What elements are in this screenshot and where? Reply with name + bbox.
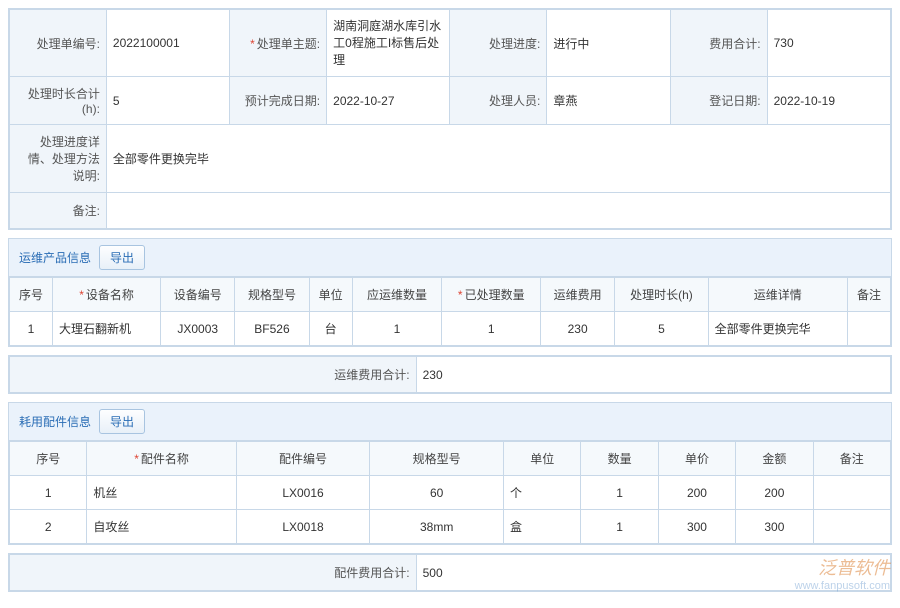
table-cell: 台 bbox=[309, 312, 352, 346]
table-cell: 300 bbox=[736, 510, 813, 544]
lbl-fee-total: 费用合计: bbox=[670, 10, 767, 77]
table-cell: 60 bbox=[370, 476, 504, 510]
table-row[interactable]: 2自攻丝LX001838mm盒1300300 bbox=[10, 510, 891, 544]
table-cell: 200 bbox=[736, 476, 813, 510]
table-cell: 300 bbox=[658, 510, 735, 544]
val-subject: 湖南洞庭湖水库引水工0程施工I标售后处理 bbox=[327, 10, 450, 77]
table-cell: 200 bbox=[658, 476, 735, 510]
table-cell: 自攻丝 bbox=[87, 510, 236, 544]
lbl-subject-text: 处理单主题: bbox=[257, 37, 320, 51]
col-header: 处理时长(h) bbox=[615, 278, 708, 312]
table-cell: 1 bbox=[352, 312, 442, 346]
form-panel: 处理单编号: 2022100001 *处理单主题: 湖南洞庭湖水库引水工0程施工… bbox=[8, 8, 892, 230]
table-cell: 1 bbox=[10, 476, 87, 510]
col-header: 规格型号 bbox=[370, 442, 504, 476]
products-export-button[interactable]: 导出 bbox=[99, 245, 145, 270]
val-reg-date: 2022-10-19 bbox=[767, 77, 890, 125]
val-detail: 全部零件更换完毕 bbox=[106, 125, 890, 193]
parts-export-button[interactable]: 导出 bbox=[99, 409, 145, 434]
lbl-order-no: 处理单编号: bbox=[10, 10, 107, 77]
col-header: 单价 bbox=[658, 442, 735, 476]
products-table: 序号*设备名称设备编号规格型号单位应运维数量*已处理数量运维费用处理时长(h)运… bbox=[9, 277, 891, 346]
col-header: 序号 bbox=[10, 278, 53, 312]
parts-summary-label: 配件费用合计: bbox=[10, 555, 417, 591]
table-cell: 1 bbox=[581, 510, 658, 544]
table-cell: BF526 bbox=[235, 312, 309, 346]
table-cell: 5 bbox=[615, 312, 708, 346]
products-panel: 运维产品信息 导出 序号*设备名称设备编号规格型号单位应运维数量*已处理数量运维… bbox=[8, 238, 892, 347]
val-fee-total: 730 bbox=[767, 10, 890, 77]
table-cell: 1 bbox=[442, 312, 541, 346]
watermark-brand: 泛普软件 bbox=[795, 554, 890, 580]
products-title: 运维产品信息 bbox=[19, 249, 91, 266]
watermark-url: www.fanpusoft.com bbox=[795, 580, 890, 592]
table-cell: 230 bbox=[541, 312, 615, 346]
val-hours: 5 bbox=[106, 77, 229, 125]
col-header: 序号 bbox=[10, 442, 87, 476]
lbl-detail: 处理进度详情、处理方法说明: bbox=[10, 125, 107, 193]
col-header: *已处理数量 bbox=[442, 278, 541, 312]
col-header: 运维详情 bbox=[708, 278, 847, 312]
products-summary-panel: 运维费用合计: 230 bbox=[8, 355, 892, 394]
table-row[interactable]: 1机丝LX001660个1200200 bbox=[10, 476, 891, 510]
watermark: 泛普软件 www.fanpusoft.com bbox=[795, 554, 890, 592]
table-cell: 38mm bbox=[370, 510, 504, 544]
col-header: 备注 bbox=[847, 278, 890, 312]
table-cell: 1 bbox=[10, 312, 53, 346]
col-header: 数量 bbox=[581, 442, 658, 476]
col-header: 应运维数量 bbox=[352, 278, 442, 312]
table-cell: 盒 bbox=[504, 510, 581, 544]
col-header: 运维费用 bbox=[541, 278, 615, 312]
lbl-remark: 备注: bbox=[10, 193, 107, 229]
lbl-handler: 处理人员: bbox=[450, 77, 547, 125]
col-header: *设备名称 bbox=[52, 278, 160, 312]
table-cell: 全部零件更换完华 bbox=[708, 312, 847, 346]
col-header: 单位 bbox=[309, 278, 352, 312]
table-cell bbox=[813, 510, 890, 544]
parts-table: 序号*配件名称配件编号规格型号单位数量单价金额备注 1机丝LX001660个12… bbox=[9, 441, 891, 544]
lbl-hours: 处理时长合计(h): bbox=[10, 77, 107, 125]
table-row[interactable]: 1大理石翻新机JX0003BF526台112305全部零件更换完华 bbox=[10, 312, 891, 346]
products-summary-label: 运维费用合计: bbox=[10, 357, 417, 393]
table-cell: 大理石翻新机 bbox=[52, 312, 160, 346]
val-handler: 章燕 bbox=[547, 77, 670, 125]
table-cell: JX0003 bbox=[161, 312, 235, 346]
val-order-no: 2022100001 bbox=[106, 10, 229, 77]
table-cell: LX0018 bbox=[236, 510, 370, 544]
parts-panel: 耗用配件信息 导出 序号*配件名称配件编号规格型号单位数量单价金额备注 1机丝L… bbox=[8, 402, 892, 545]
lbl-reg-date: 登记日期: bbox=[670, 77, 767, 125]
table-cell: 2 bbox=[10, 510, 87, 544]
table-cell bbox=[813, 476, 890, 510]
products-summary-value: 230 bbox=[416, 357, 890, 393]
table-cell: LX0016 bbox=[236, 476, 370, 510]
col-header: *配件名称 bbox=[87, 442, 236, 476]
form-table: 处理单编号: 2022100001 *处理单主题: 湖南洞庭湖水库引水工0程施工… bbox=[9, 9, 891, 229]
lbl-est-done: 预计完成日期: bbox=[230, 77, 327, 125]
col-header: 单位 bbox=[504, 442, 581, 476]
table-cell bbox=[847, 312, 890, 346]
table-cell: 个 bbox=[504, 476, 581, 510]
table-cell: 1 bbox=[581, 476, 658, 510]
parts-summary-panel: 配件费用合计: 500 bbox=[8, 553, 892, 592]
val-remark bbox=[106, 193, 890, 229]
col-header: 规格型号 bbox=[235, 278, 309, 312]
parts-title: 耗用配件信息 bbox=[19, 413, 91, 430]
col-header: 配件编号 bbox=[236, 442, 370, 476]
lbl-subject: *处理单主题: bbox=[230, 10, 327, 77]
table-cell: 机丝 bbox=[87, 476, 236, 510]
col-header: 金额 bbox=[736, 442, 813, 476]
val-est-done: 2022-10-27 bbox=[327, 77, 450, 125]
products-header: 运维产品信息 导出 bbox=[9, 239, 891, 277]
val-progress: 进行中 bbox=[547, 10, 670, 77]
parts-header: 耗用配件信息 导出 bbox=[9, 403, 891, 441]
col-header: 设备编号 bbox=[161, 278, 235, 312]
lbl-progress: 处理进度: bbox=[450, 10, 547, 77]
col-header: 备注 bbox=[813, 442, 890, 476]
